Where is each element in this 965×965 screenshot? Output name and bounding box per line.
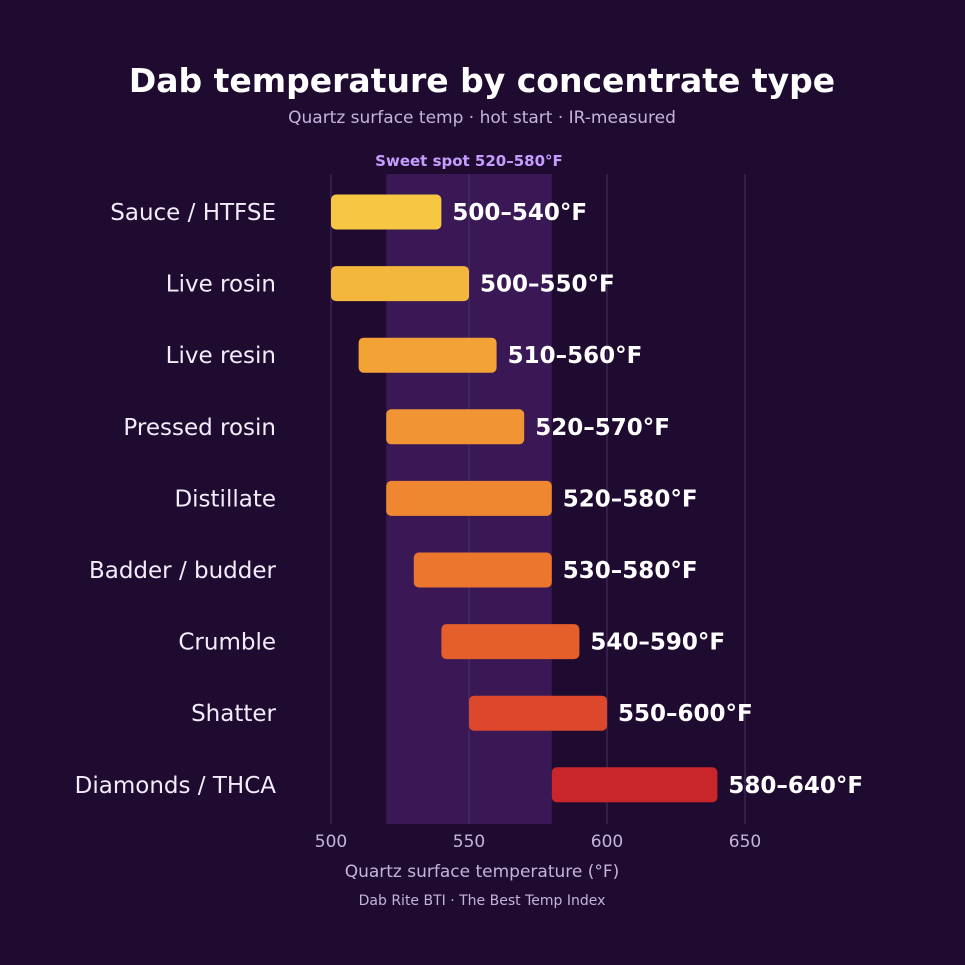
category-label-0: Sauce / HTFSE — [110, 200, 276, 226]
bar-2 — [358, 337, 497, 373]
value-label-4: 520–580°F — [563, 486, 698, 512]
category-label-6: Crumble — [178, 630, 276, 656]
value-label-3: 520–570°F — [535, 415, 670, 441]
category-label-4: Distillate — [174, 486, 276, 512]
value-label-8: 580–640°F — [728, 773, 863, 799]
x-axis-ticks: 500 550 600 650 — [315, 832, 761, 852]
category-label-8: Diamonds / THCA — [75, 773, 277, 799]
bar-1 — [331, 266, 469, 302]
value-label-1: 500–550°F — [480, 272, 615, 298]
category-label-3: Pressed rosin — [123, 415, 276, 441]
x-axis-title: Quartz surface temperature (°F) — [345, 862, 620, 882]
value-label-2: 510–560°F — [508, 343, 643, 369]
category-label-5: Badder / budder — [89, 558, 277, 584]
bar-3 — [386, 409, 525, 445]
value-label-0: 500–540°F — [452, 200, 587, 226]
x-tick-label-600: 600 — [591, 832, 623, 852]
category-label-1: Live rosin — [166, 272, 276, 298]
value-label-7: 550–600°F — [618, 701, 753, 727]
value-label-5: 530–580°F — [563, 558, 698, 584]
x-tick-label-550: 550 — [453, 832, 485, 852]
bar-8 — [551, 767, 718, 803]
bar-4 — [386, 480, 552, 516]
value-label-6: 540–590°F — [590, 630, 725, 656]
category-label-7: Shatter — [191, 701, 276, 727]
chart-title: Dab temperature by concentrate type — [129, 61, 835, 100]
x-tick-label-500: 500 — [315, 832, 347, 852]
range-bars: 500–540°F 500–550°F 510–560°F 520–570°F 520–… — [331, 194, 863, 803]
sweet-spot-label: Sweet spot 520–580°F — [375, 152, 563, 170]
bar-7 — [469, 695, 607, 731]
chart-subtitle: Quartz surface temp · hot start · IR-mea… — [288, 108, 676, 128]
source-note: Dab Rite BTI · The Best Temp Index — [359, 893, 606, 909]
bar-6 — [441, 624, 580, 660]
x-tick-label-650: 650 — [729, 832, 761, 852]
category-label-2: Live resin — [166, 343, 276, 369]
category-labels: Sauce / HTFSE Live rosin Live resin Pressed… — [75, 200, 277, 799]
bar-5 — [413, 552, 552, 588]
bar-0 — [331, 194, 442, 230]
